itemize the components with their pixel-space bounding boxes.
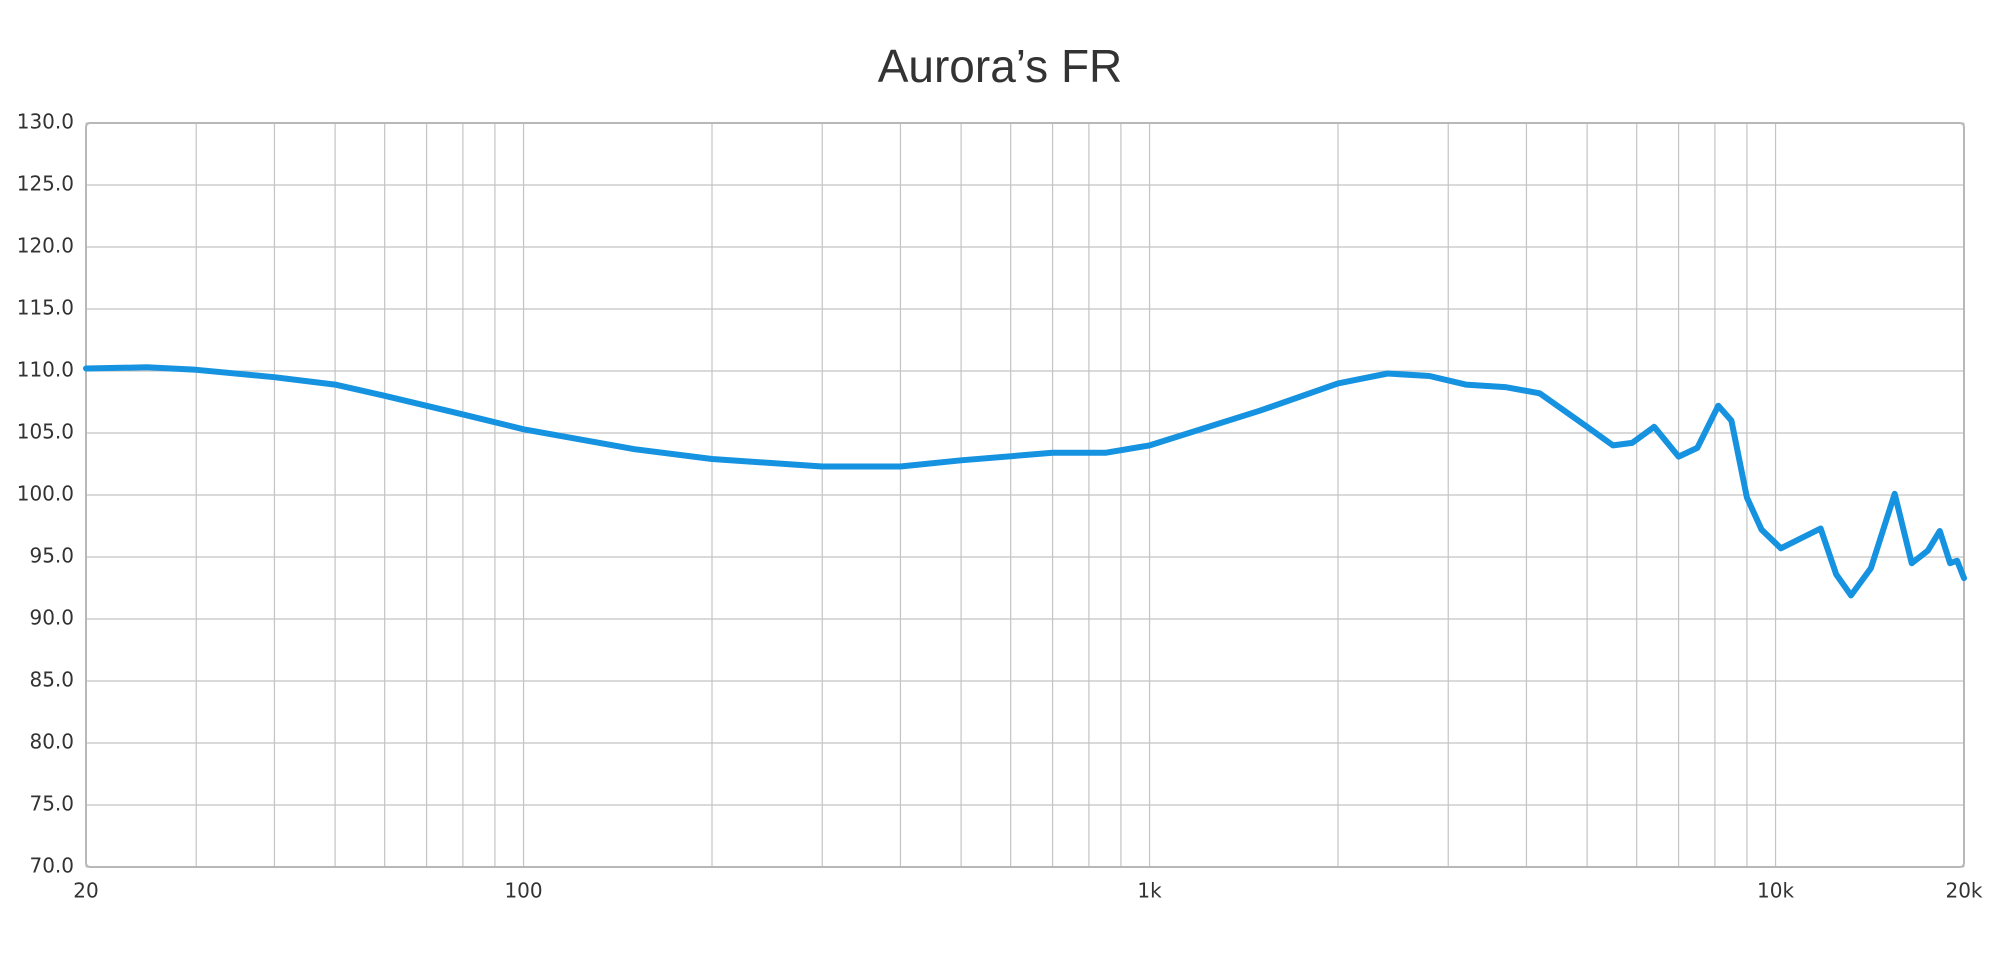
- x-tick-label: 20: [73, 879, 98, 903]
- y-tick-label: 80.0: [29, 730, 74, 754]
- x-tick-label: 10k: [1757, 879, 1794, 903]
- y-tick-label: 110.0: [17, 358, 74, 382]
- y-tick-label: 75.0: [29, 792, 74, 816]
- x-tick-label: 1k: [1137, 879, 1162, 903]
- line: [83, 364, 1967, 599]
- x-tick-label: 20k: [1945, 879, 1982, 903]
- y-tick-label: 115.0: [17, 296, 74, 320]
- y-tick-label: 90.0: [29, 606, 74, 630]
- chart-title: Aurora’s FR: [878, 40, 1123, 92]
- y-tick-label: 95.0: [29, 544, 74, 568]
- x-tick-label: 100: [504, 879, 542, 903]
- y-tick-label: 105.0: [17, 420, 74, 444]
- y-tick-label: 125.0: [17, 172, 74, 196]
- y-tick-label: 85.0: [29, 668, 74, 692]
- y-tick-label: 130.0: [17, 110, 74, 134]
- y-tick-label: 120.0: [17, 234, 74, 258]
- y-tick-label: 100.0: [17, 482, 74, 506]
- plot-frame: [85, 122, 1965, 868]
- y-tick-label: 70.0: [29, 854, 74, 878]
